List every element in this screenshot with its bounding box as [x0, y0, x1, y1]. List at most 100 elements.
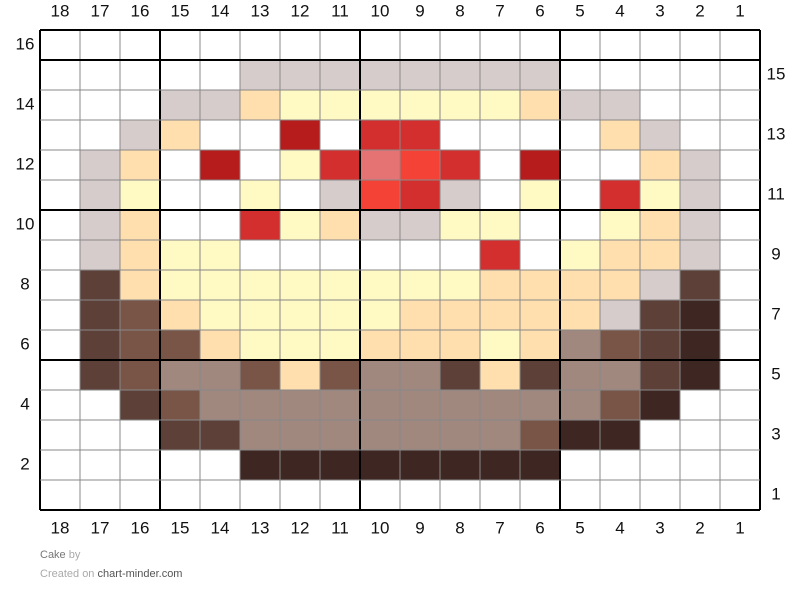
column-label: 18: [51, 1, 70, 20]
stitch-cell: [120, 150, 160, 180]
stitch-cell: [240, 390, 280, 420]
stitch-cell: [520, 210, 560, 240]
stitch-cell: [600, 360, 640, 390]
column-label: 10: [371, 1, 390, 20]
stitch-cell: [240, 210, 280, 240]
stitch-cell: [160, 450, 200, 480]
stitch-cell: [160, 240, 200, 270]
stitch-cell: [120, 240, 160, 270]
stitch-cell: [120, 90, 160, 120]
stitch-cell: [320, 120, 360, 150]
stitch-cell: [40, 270, 80, 300]
stitch-cell: [400, 270, 440, 300]
stitch-cell: [480, 240, 520, 270]
stitch-cell: [600, 300, 640, 330]
stitch-cell: [400, 120, 440, 150]
stitch-cell: [160, 150, 200, 180]
stitch-cell: [320, 420, 360, 450]
stitch-cell: [560, 90, 600, 120]
stitch-cell: [560, 210, 600, 240]
column-label: 15: [171, 1, 190, 20]
stitch-cell: [160, 180, 200, 210]
stitch-cell: [480, 450, 520, 480]
stitch-cell: [160, 360, 200, 390]
stitch-cell: [480, 30, 520, 60]
stitch-cell: [320, 240, 360, 270]
stitch-cell: [120, 450, 160, 480]
stitch-cell: [200, 150, 240, 180]
stitch-cell: [440, 420, 480, 450]
stitch-cell: [240, 60, 280, 90]
column-label: 4: [615, 518, 624, 537]
stitch-cell: [240, 420, 280, 450]
stitch-cell: [400, 180, 440, 210]
stitch-cell: [80, 420, 120, 450]
stitch-cell: [320, 360, 360, 390]
stitch-cell: [160, 390, 200, 420]
stitch-cell: [680, 210, 720, 240]
stitch-cell: [240, 360, 280, 390]
by-text: by: [69, 549, 81, 561]
stitch-cell: [600, 270, 640, 300]
stitch-cell: [600, 480, 640, 510]
stitch-cell: [200, 60, 240, 90]
stitch-cell: [280, 180, 320, 210]
stitch-cell: [200, 300, 240, 330]
stitch-cell: [520, 120, 560, 150]
stitch-cell: [400, 360, 440, 390]
stitch-cell: [560, 360, 600, 390]
stitch-cell: [400, 330, 440, 360]
stitch-cell: [680, 360, 720, 390]
stitch-cell: [40, 240, 80, 270]
column-label: 13: [251, 518, 270, 537]
column-label: 7: [495, 518, 504, 537]
stitch-cell: [240, 90, 280, 120]
stitch-cell: [520, 360, 560, 390]
stitch-cell: [320, 450, 360, 480]
stitch-cell: [360, 480, 400, 510]
stitch-cell: [120, 480, 160, 510]
stitch-cell: [520, 420, 560, 450]
column-label: 9: [415, 518, 424, 537]
column-label: 1: [735, 518, 744, 537]
stitch-cell: [320, 270, 360, 300]
stitch-cell: [360, 90, 400, 120]
stitch-cell: [160, 30, 200, 60]
row-label: 6: [20, 334, 29, 353]
stitch-cell: [720, 180, 760, 210]
stitch-cell: [440, 180, 480, 210]
stitch-cell: [200, 30, 240, 60]
stitch-cell: [640, 450, 680, 480]
stitch-cell: [480, 300, 520, 330]
stitch-cell: [720, 240, 760, 270]
stitch-cell: [600, 210, 640, 240]
column-label: 8: [455, 518, 464, 537]
stitch-cell: [600, 150, 640, 180]
stitch-cell: [440, 30, 480, 60]
stitch-cell: [560, 450, 600, 480]
stitch-cell: [440, 480, 480, 510]
stitch-cell: [680, 120, 720, 150]
stitch-cell: [160, 330, 200, 360]
stitch-cell: [240, 450, 280, 480]
stitch-cell: [40, 210, 80, 240]
stitch-cell: [200, 270, 240, 300]
stitch-cell: [280, 90, 320, 120]
stitch-cell: [320, 90, 360, 120]
stitch-cell: [40, 390, 80, 420]
stitch-cell: [400, 60, 440, 90]
site-link[interactable]: chart-minder.com: [98, 568, 183, 580]
stitch-cell: [120, 180, 160, 210]
column-label: 11: [331, 1, 349, 20]
stitch-cell: [440, 360, 480, 390]
stitch-cell: [680, 30, 720, 60]
stitch-cell: [480, 420, 520, 450]
stitch-cell: [480, 330, 520, 360]
stitch-cell: [480, 120, 520, 150]
stitch-cell: [40, 420, 80, 450]
row-label: 10: [16, 214, 35, 233]
stitch-cell: [600, 450, 640, 480]
column-label: 4: [615, 1, 624, 20]
stitch-cell: [480, 390, 520, 420]
stitch-cell: [240, 270, 280, 300]
